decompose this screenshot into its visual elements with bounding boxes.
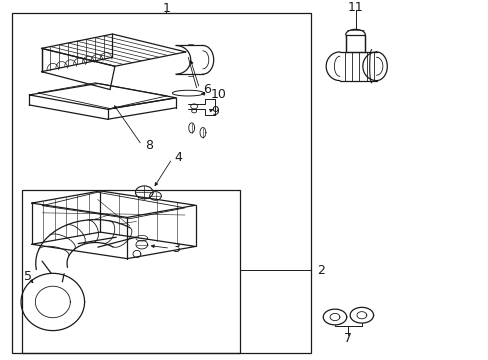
Text: 10: 10: [210, 88, 225, 101]
Bar: [22, 190, 239, 353]
Text: 2: 2: [316, 264, 324, 277]
Text: 4: 4: [174, 151, 182, 164]
Text: 1: 1: [162, 2, 170, 15]
Text: 7: 7: [344, 332, 351, 345]
Text: 11: 11: [347, 1, 363, 14]
Text: 9: 9: [211, 105, 219, 118]
Text: 5: 5: [24, 270, 32, 283]
Text: 6: 6: [203, 83, 210, 96]
Text: 3: 3: [172, 242, 180, 255]
Text: 8: 8: [144, 139, 152, 152]
Bar: [12, 13, 310, 353]
Bar: [345, 35, 365, 52]
